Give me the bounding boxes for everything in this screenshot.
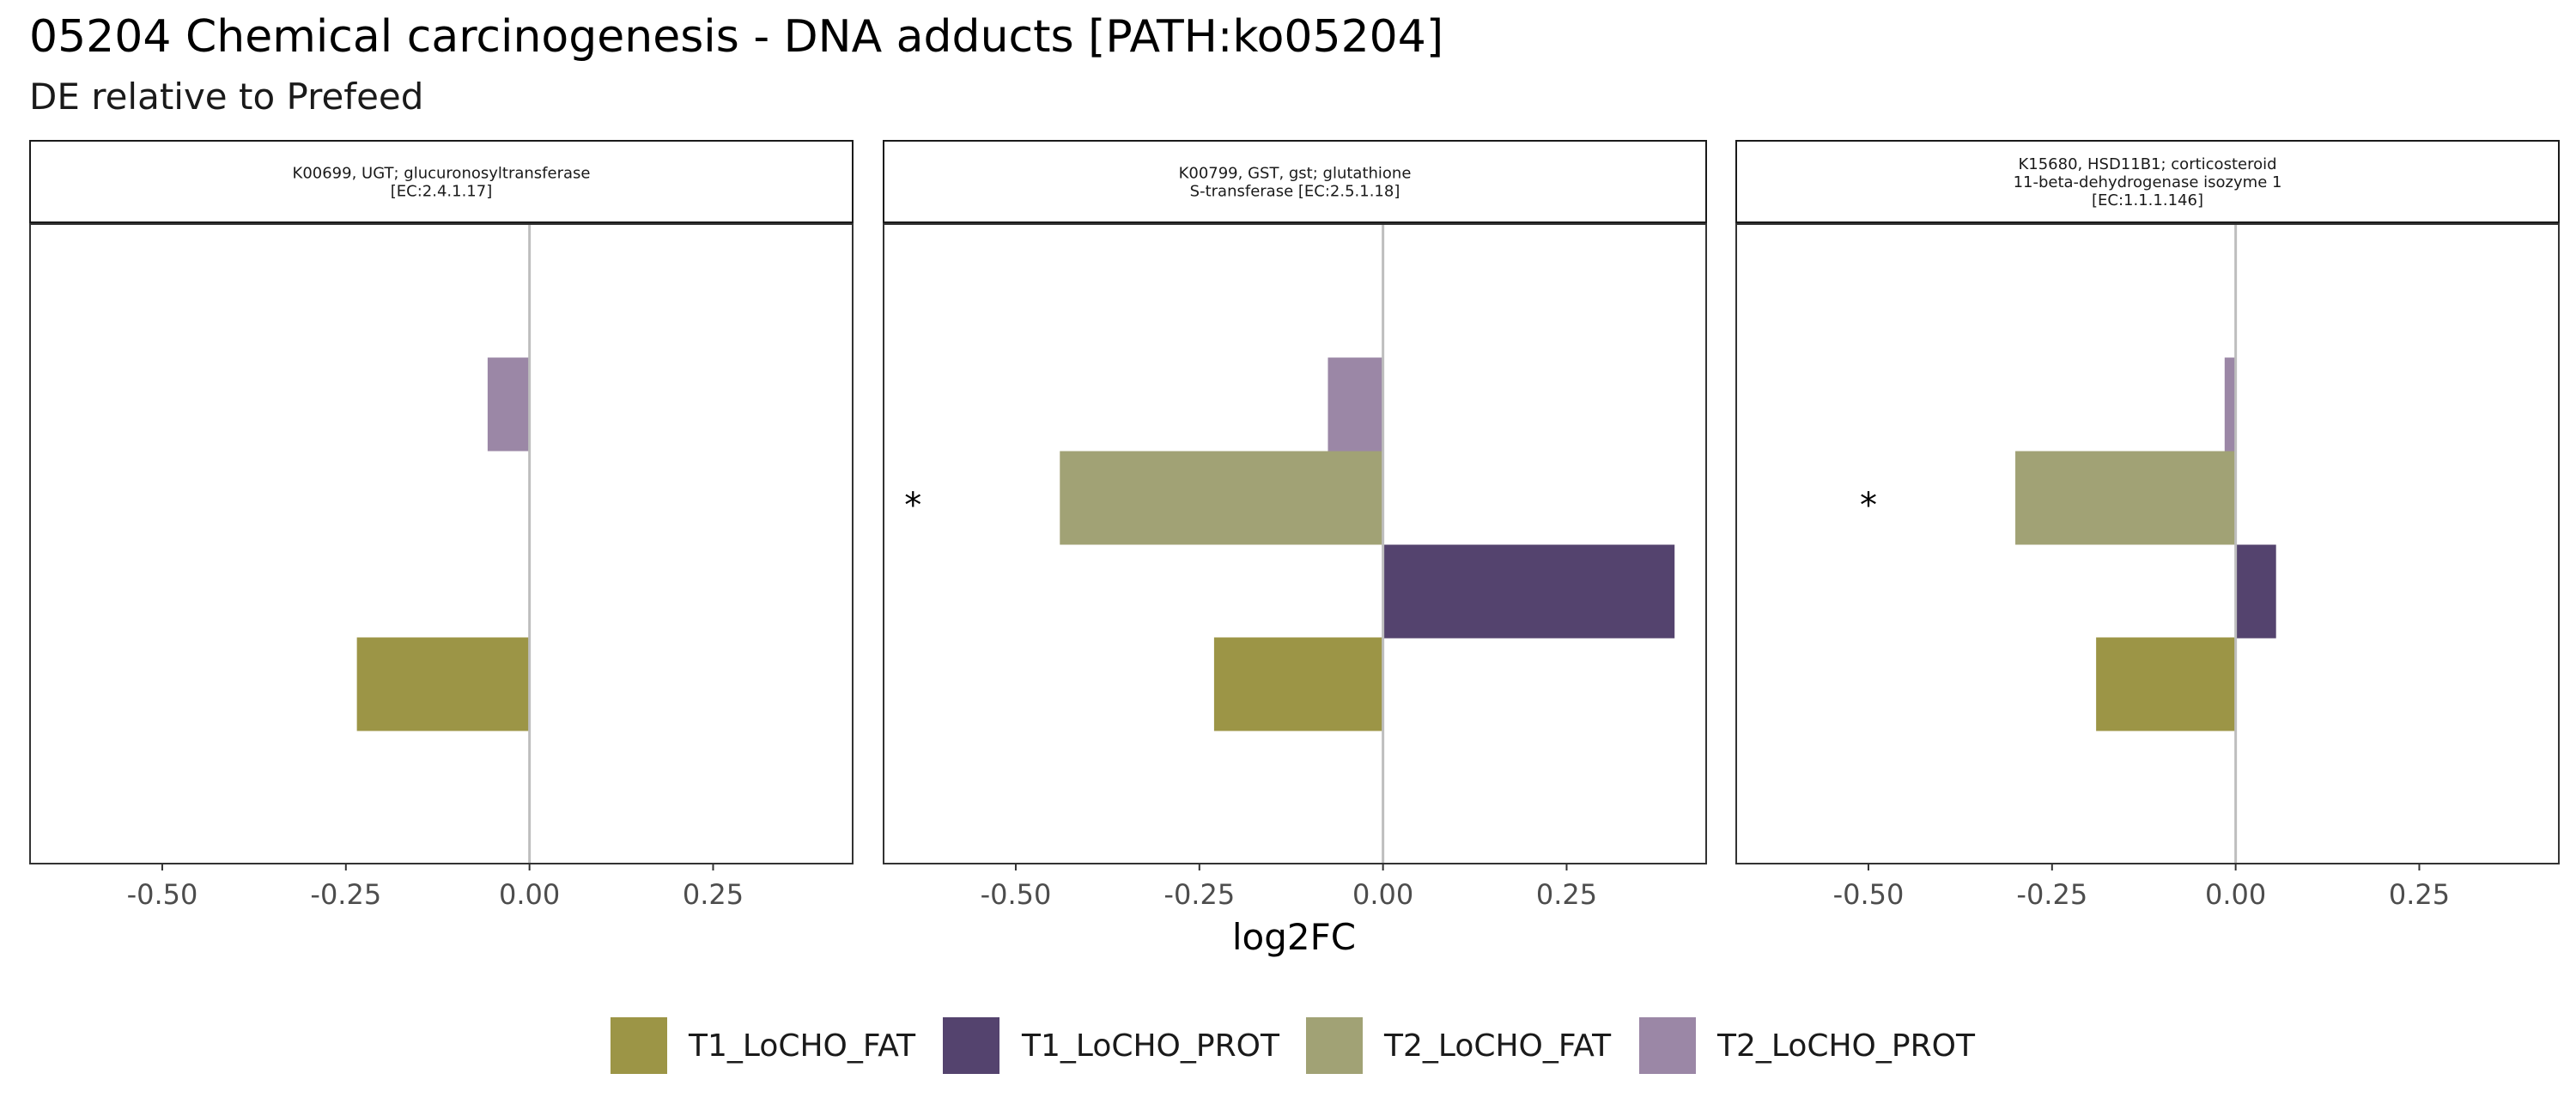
bar-t1-locho-prot — [2235, 544, 2276, 639]
bar-t1-locho-fat — [356, 637, 530, 731]
bar-t1-locho-prot — [1382, 544, 1675, 639]
legend-label: T1_LoCHO_PROT — [1021, 1028, 1280, 1064]
chart-subtitle: DE relative to Prefeed — [29, 76, 423, 118]
legend-label: T2_LoCHO_FAT — [1383, 1028, 1612, 1064]
legend-swatch — [943, 1017, 999, 1074]
legend-item: T2_LoCHO_FAT — [1306, 1017, 1612, 1074]
strip-label-line: K00799, GST, gst; glutathione — [1179, 165, 1412, 183]
strip-label-line: 11-beta-dehydrogenase isozyme 1 — [2014, 173, 2282, 191]
x-axis-title: log2FC — [1232, 916, 1356, 958]
panel-strip — [883, 140, 1707, 224]
legend-swatch — [1639, 1017, 1696, 1074]
legend-label: T2_LoCHO_PROT — [1716, 1028, 1976, 1064]
strip-label-line: S-transferase [EC:2.5.1.18] — [1190, 183, 1400, 201]
chart-title: 05204 Chemical carcinogenesis - DNA addu… — [29, 11, 1443, 63]
legend-item: T1_LoCHO_FAT — [611, 1017, 916, 1074]
legend-swatch — [611, 1017, 667, 1074]
x-tick-label: 0.25 — [1536, 878, 1597, 911]
panel-3: K15680, HSD11B1; corticosteroid11-beta-d… — [1735, 140, 2560, 911]
legend-item: T1_LoCHO_PROT — [943, 1017, 1280, 1074]
x-tick-label: -0.50 — [981, 878, 1052, 911]
bar-t2-locho-prot — [487, 357, 530, 452]
strip-label-line: K15680, HSD11B1; corticosteroid — [2018, 155, 2276, 173]
x-tick-label: -0.25 — [310, 878, 381, 911]
strip-label-line: K00699, UGT; glucuronosyltransferase — [293, 165, 591, 183]
legend-swatch — [1306, 1017, 1363, 1074]
panel-2: K00799, GST, gst; glutathioneS-transfera… — [883, 140, 1707, 911]
x-tick-label: 0.00 — [1352, 878, 1413, 911]
panel-strip — [29, 140, 854, 224]
x-tick-label: -0.50 — [1833, 878, 1905, 911]
legend-item: T2_LoCHO_PROT — [1639, 1017, 1976, 1074]
x-tick-label: -0.25 — [2016, 878, 2087, 911]
strip-label-line: [EC:1.1.1.146] — [2092, 191, 2203, 209]
bar-t2-locho-prot — [1327, 357, 1383, 452]
x-tick-label: 0.25 — [683, 878, 744, 911]
x-tick-label: 0.00 — [499, 878, 560, 911]
x-tick-label: -0.25 — [1163, 878, 1235, 911]
legend-label: T1_LoCHO_FAT — [688, 1028, 916, 1064]
significance-marker: * — [1860, 486, 1877, 525]
bar-t1-locho-fat — [2096, 637, 2236, 731]
panels: K00699, UGT; glucuronosyltransferase[EC:… — [29, 140, 2560, 911]
strip-label-line: [EC:2.4.1.17] — [391, 183, 492, 201]
significance-marker: * — [904, 486, 921, 525]
legend: T1_LoCHO_FAT T1_LoCHO_PROT T2_LoCHO_FAT T2_… — [611, 1017, 1976, 1074]
panel-1: K00699, UGT; glucuronosyltransferase[EC:… — [29, 140, 854, 911]
x-tick-label: 0.00 — [2205, 878, 2266, 911]
panel-strip — [1735, 140, 2560, 224]
bar-t2-locho-fat — [2015, 451, 2236, 545]
bar-t2-locho-fat — [1060, 451, 1383, 545]
x-tick-label: -0.50 — [127, 878, 198, 911]
bar-t1-locho-fat — [1213, 637, 1383, 731]
panel-plot-area — [29, 223, 854, 864]
bar-t2-locho-prot — [2224, 357, 2236, 452]
x-tick-label: 0.25 — [2389, 878, 2450, 911]
